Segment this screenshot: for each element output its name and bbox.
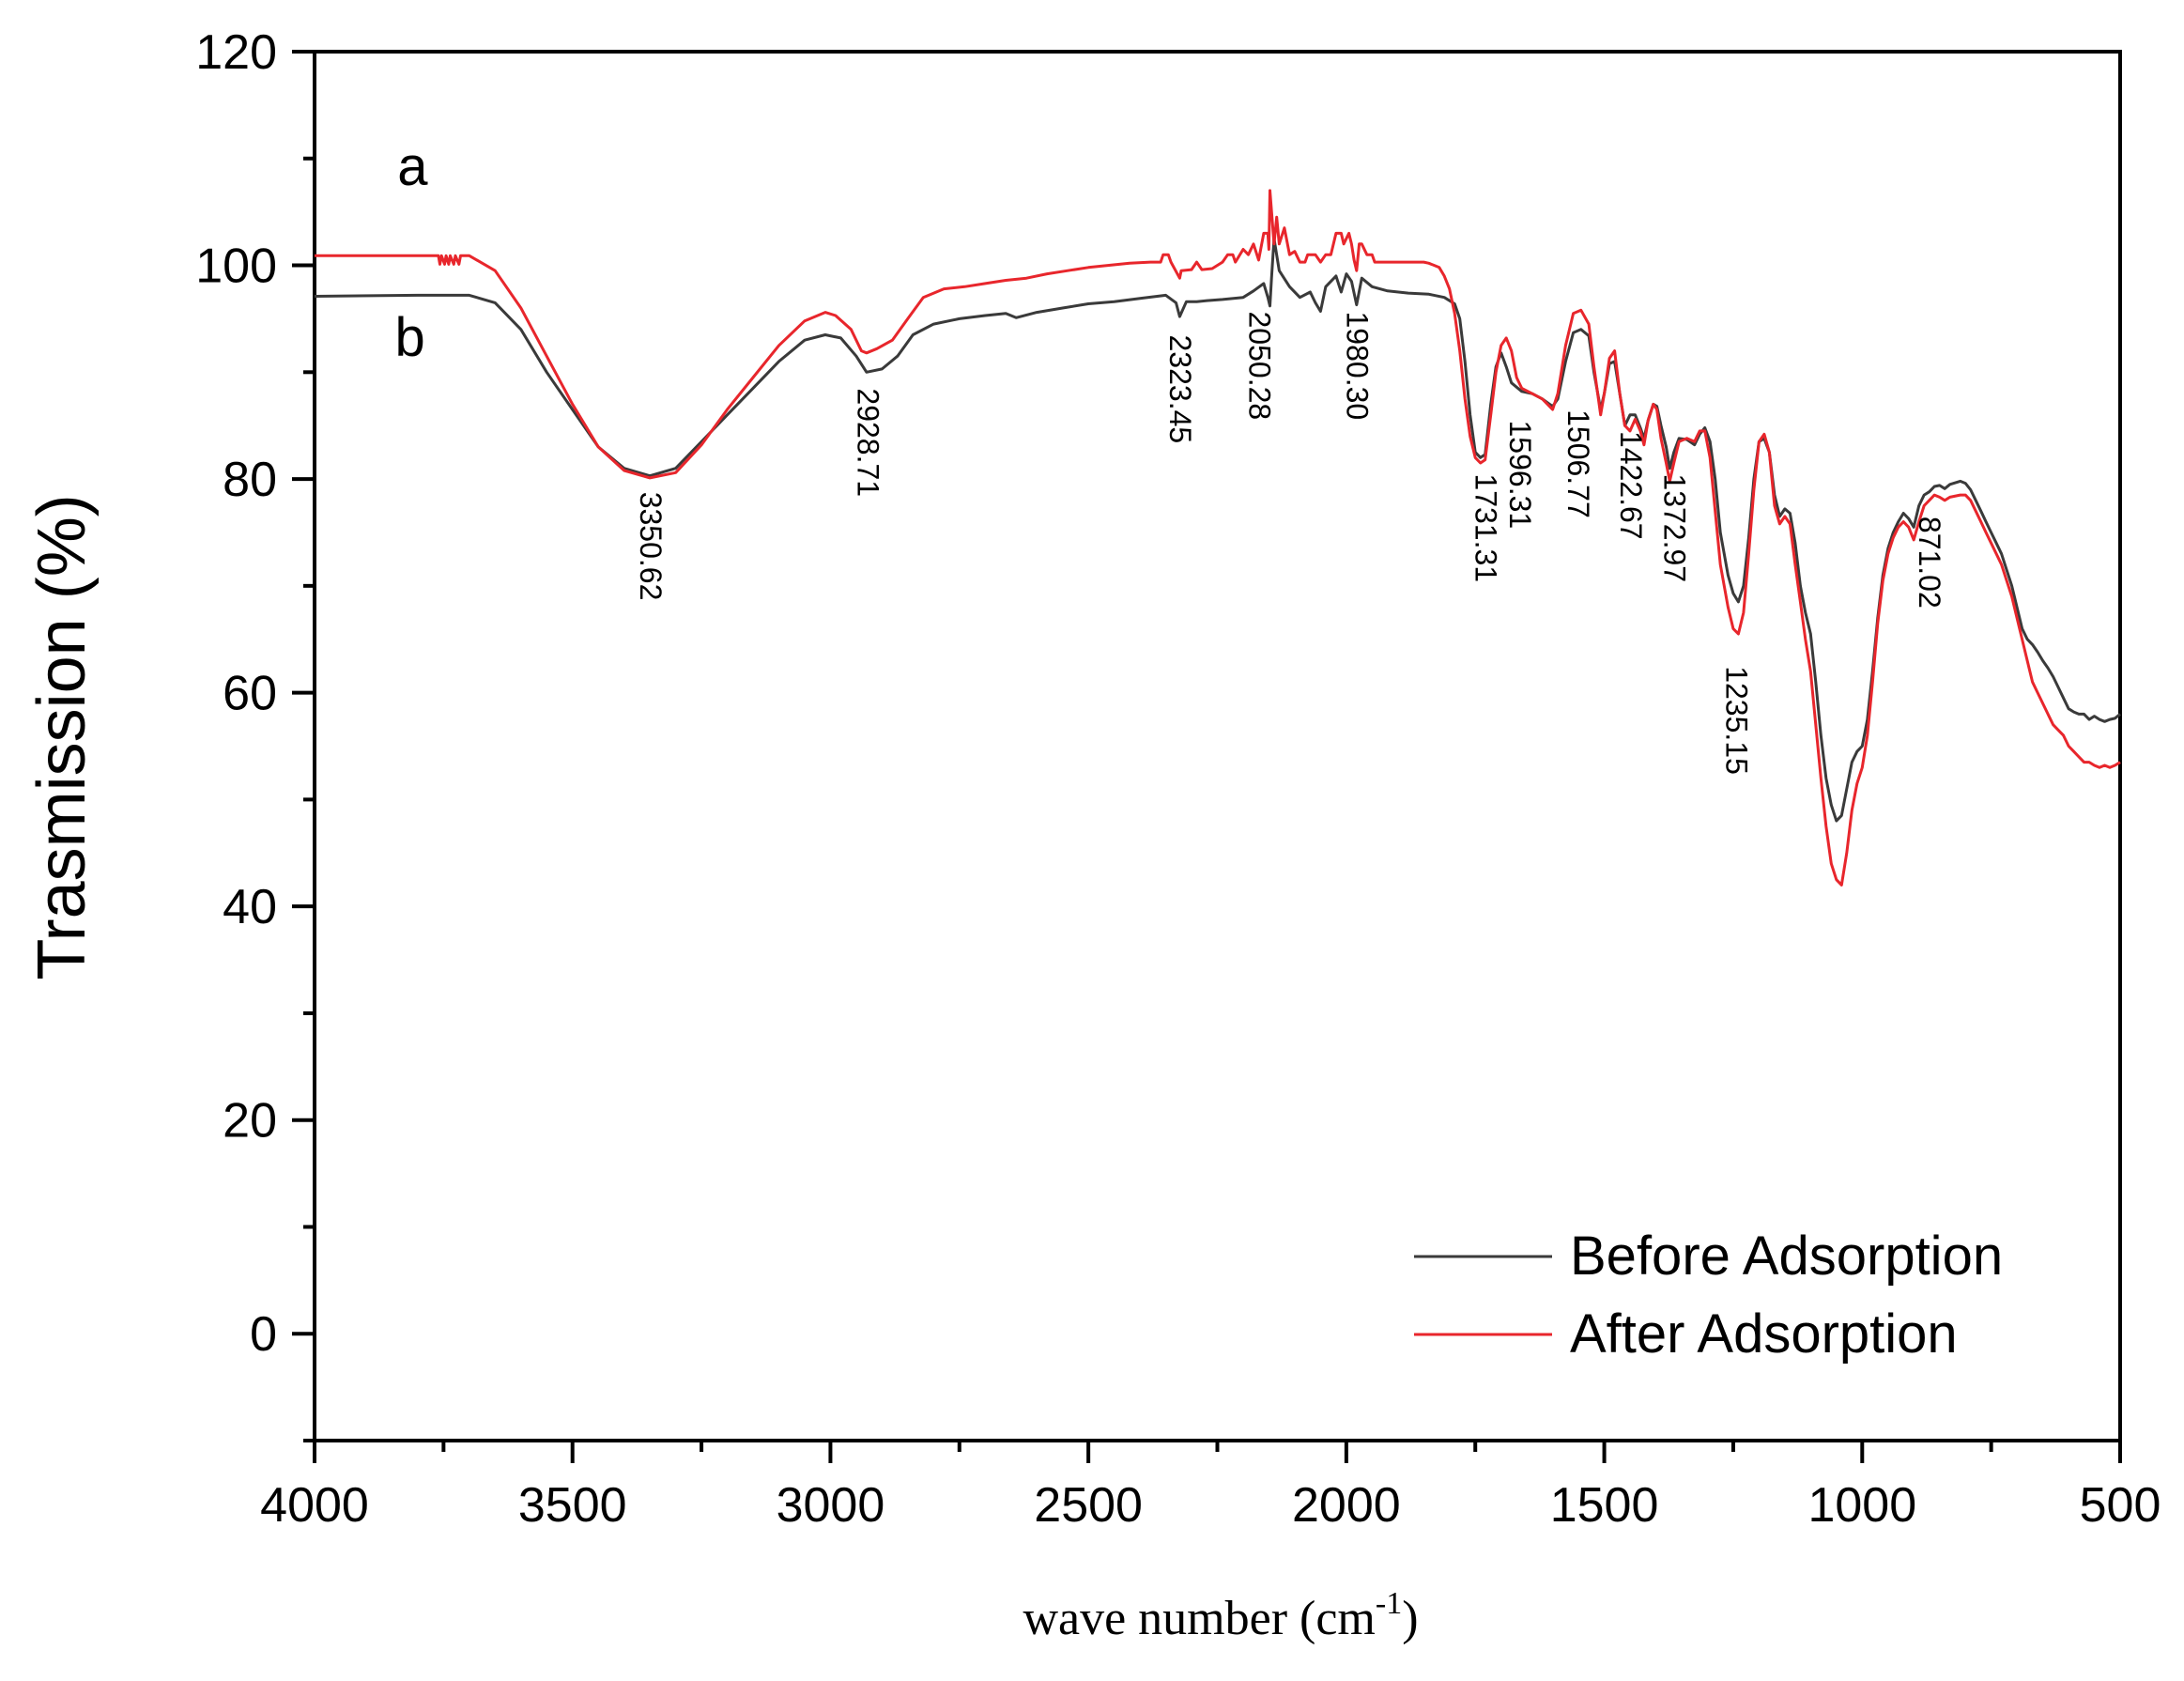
x-tick-label: 3500 <box>518 1478 627 1533</box>
y-tick-label: 40 <box>223 880 277 934</box>
legend-label-before: Before Adsorption <box>1570 1226 2003 1287</box>
peak-label: 2323.45 <box>1163 335 1197 444</box>
peak-label: 2050.28 <box>1243 312 1277 421</box>
peak-label: 1980.30 <box>1341 312 1375 421</box>
peak-label: 3350.62 <box>634 492 668 601</box>
axes-layer: 0 20 40 60 80 100 120 4000 3500 3000 2500 2000 1500 1… <box>195 25 2161 1533</box>
x-tick-label: 1500 <box>1550 1478 1659 1533</box>
x-tick-label: 2500 <box>1034 1478 1143 1533</box>
x-axis-title: wave number (cm-1) <box>1023 1586 1418 1645</box>
x-tick-label: 500 <box>2080 1478 2161 1533</box>
x-axis-title-main: wave number (cm <box>1023 1592 1375 1645</box>
x-tick-label: 2000 <box>1292 1478 1401 1533</box>
annotation-layer: a b 3350.62 2928.71 2323.45 2050.28 1980.30 173… <box>395 136 1947 775</box>
peak-label: 1235.15 <box>1720 666 1754 775</box>
y-tick-label: 20 <box>223 1094 277 1149</box>
series-line-before-adsorption <box>314 237 2121 823</box>
peak-label: 1372.97 <box>1658 473 1692 582</box>
x-tick-label: 1000 <box>1807 1478 1916 1533</box>
x-axis-title-superscript: -1 <box>1376 1586 1402 1621</box>
y-tick-label: 120 <box>195 25 277 80</box>
peak-label: 1731.31 <box>1469 473 1503 582</box>
curve-label-b: b <box>395 307 425 368</box>
peak-label: 1506.77 <box>1561 409 1595 518</box>
x-tick-label: 4000 <box>260 1478 369 1533</box>
peak-label: 871.02 <box>1913 517 1946 609</box>
y-tick-label: 80 <box>223 453 277 507</box>
x-axis-title-close: ) <box>1402 1592 1418 1645</box>
legend: Before Adsorption After Adsorption <box>1414 1226 2003 1365</box>
peak-label: 1596.31 <box>1503 421 1537 530</box>
legend-label-after: After Adsorption <box>1570 1303 1958 1365</box>
y-tick-label: 100 <box>195 239 277 294</box>
series-line-after-adsorption <box>315 189 2121 887</box>
curve-label-a: a <box>397 136 428 197</box>
y-axis-title: Trasmission (%) <box>24 494 100 979</box>
peak-label: 2928.71 <box>852 388 885 497</box>
y-tick-label: 0 <box>250 1307 277 1362</box>
y-tick-label: 60 <box>223 667 277 721</box>
series-layer <box>314 189 2121 887</box>
peak-label: 1422.67 <box>1614 431 1648 540</box>
x-tick-label: 3000 <box>777 1478 885 1533</box>
